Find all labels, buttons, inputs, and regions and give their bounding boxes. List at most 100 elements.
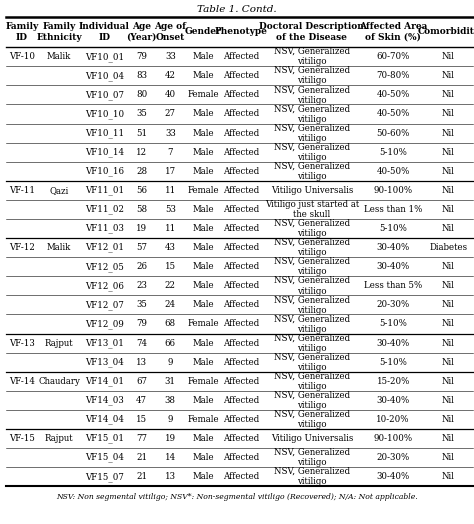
Text: Female: Female — [187, 90, 219, 100]
Text: Nil: Nil — [442, 358, 455, 367]
Text: 58: 58 — [136, 205, 147, 214]
Text: 5-10%: 5-10% — [379, 148, 407, 157]
Text: Nil: Nil — [442, 186, 455, 195]
Text: NSV, Generalized
vitiligo: NSV, Generalized vitiligo — [274, 410, 350, 429]
Text: 35: 35 — [137, 110, 147, 118]
Text: NSV, Generalized
vitiligo: NSV, Generalized vitiligo — [274, 104, 350, 124]
Text: Male: Male — [192, 396, 214, 405]
Text: 24: 24 — [165, 300, 176, 309]
Text: Male: Male — [192, 148, 214, 157]
Text: Affected: Affected — [223, 415, 259, 424]
Text: NSV, Generalized
vitiligo: NSV, Generalized vitiligo — [274, 391, 350, 410]
Text: Affected: Affected — [223, 281, 259, 290]
Text: Affected: Affected — [223, 339, 259, 347]
Text: 27: 27 — [165, 110, 176, 118]
Text: NSV, Generalized
vitiligo: NSV, Generalized vitiligo — [274, 161, 350, 181]
Text: 15-20%: 15-20% — [376, 377, 410, 386]
Text: 12: 12 — [136, 148, 147, 157]
Text: 31: 31 — [165, 377, 176, 386]
Text: Nil: Nil — [442, 71, 455, 80]
Text: VF12_01: VF12_01 — [85, 243, 124, 253]
Text: 40: 40 — [165, 90, 176, 100]
Text: Nil: Nil — [442, 300, 455, 309]
Text: VF10_16: VF10_16 — [85, 167, 124, 176]
Text: Nil: Nil — [442, 453, 455, 462]
Text: NSV, Generalized
vitiligo: NSV, Generalized vitiligo — [274, 257, 350, 277]
Text: 35: 35 — [137, 300, 147, 309]
Text: Nil: Nil — [442, 415, 455, 424]
Text: VF15_04: VF15_04 — [85, 453, 124, 463]
Text: 67: 67 — [136, 377, 147, 386]
Text: NSV, Generalized
vitiligo: NSV, Generalized vitiligo — [274, 238, 350, 257]
Text: 53: 53 — [165, 205, 176, 214]
Text: 77: 77 — [136, 434, 147, 443]
Text: Nil: Nil — [442, 148, 455, 157]
Text: NSV, Generalized
vitiligo: NSV, Generalized vitiligo — [274, 448, 350, 467]
Text: NSV, Generalized
vitiligo: NSV, Generalized vitiligo — [274, 295, 350, 314]
Text: Affected: Affected — [223, 167, 259, 176]
Text: Female: Female — [187, 377, 219, 386]
Text: VF-11: VF-11 — [9, 186, 35, 195]
Text: VF15_07: VF15_07 — [85, 472, 124, 482]
Text: Individual
ID: Individual ID — [79, 22, 130, 42]
Text: Male: Male — [192, 128, 214, 138]
Text: VF14_01: VF14_01 — [85, 376, 124, 386]
Text: Male: Male — [192, 281, 214, 290]
Text: 21: 21 — [136, 453, 147, 462]
Text: NSV, Generalized
vitiligo: NSV, Generalized vitiligo — [274, 143, 350, 162]
Text: Phenotype: Phenotype — [215, 27, 267, 37]
Text: VF10_11: VF10_11 — [85, 128, 124, 138]
Text: 10-20%: 10-20% — [376, 415, 410, 424]
Text: 40-50%: 40-50% — [376, 110, 410, 118]
Text: Male: Male — [192, 434, 214, 443]
Text: Nil: Nil — [442, 110, 455, 118]
Text: Nil: Nil — [442, 339, 455, 347]
Text: Age
(Year): Age (Year) — [127, 22, 157, 42]
Text: Female: Female — [187, 320, 219, 329]
Text: Affected: Affected — [223, 71, 259, 80]
Text: Affected: Affected — [223, 148, 259, 157]
Text: Affected: Affected — [223, 110, 259, 118]
Text: Nil: Nil — [442, 205, 455, 214]
Text: Qazi: Qazi — [50, 186, 69, 195]
Text: Nil: Nil — [442, 90, 455, 100]
Text: VF14_03: VF14_03 — [85, 396, 124, 405]
Text: Nil: Nil — [442, 377, 455, 386]
Text: Less than 1%: Less than 1% — [364, 205, 422, 214]
Text: Nil: Nil — [442, 281, 455, 290]
Text: Male: Male — [192, 167, 214, 176]
Text: 66: 66 — [165, 339, 176, 347]
Text: NSV: Non segmental vitiligo; NSV*: Non-segmental vitiligo (Recovered); N/A: Not : NSV: Non segmental vitiligo; NSV*: Non-s… — [56, 493, 418, 500]
Text: Male: Male — [192, 472, 214, 481]
Text: Nil: Nil — [442, 52, 455, 61]
Text: VF12_06: VF12_06 — [85, 281, 124, 291]
Text: Rajput: Rajput — [45, 339, 73, 347]
Text: NSV, Generalized
vitiligo: NSV, Generalized vitiligo — [274, 66, 350, 85]
Text: Affected: Affected — [223, 434, 259, 443]
Text: 30-40%: 30-40% — [376, 339, 410, 347]
Text: VF10_10: VF10_10 — [85, 109, 124, 119]
Text: 28: 28 — [136, 167, 147, 176]
Text: Female: Female — [187, 415, 219, 424]
Text: NSV, Generalized
vitiligo: NSV, Generalized vitiligo — [274, 372, 350, 391]
Text: Nil: Nil — [442, 472, 455, 481]
Text: Affected: Affected — [223, 224, 259, 233]
Text: NSV, Generalized
vitiligo: NSV, Generalized vitiligo — [274, 314, 350, 334]
Text: Nil: Nil — [442, 320, 455, 329]
Text: 43: 43 — [165, 243, 176, 252]
Text: 21: 21 — [136, 472, 147, 481]
Text: Male: Male — [192, 224, 214, 233]
Text: 5-10%: 5-10% — [379, 224, 407, 233]
Text: Male: Male — [192, 358, 214, 367]
Text: VF15_01: VF15_01 — [85, 434, 124, 443]
Text: Affected: Affected — [223, 128, 259, 138]
Text: 79: 79 — [136, 52, 147, 61]
Text: Nil: Nil — [442, 434, 455, 443]
Text: Affected: Affected — [223, 472, 259, 481]
Text: 22: 22 — [165, 281, 176, 290]
Text: VF13_04: VF13_04 — [85, 357, 124, 367]
Text: Affected: Affected — [223, 90, 259, 100]
Text: 9: 9 — [167, 358, 173, 367]
Text: 23: 23 — [137, 281, 147, 290]
Text: Malik: Malik — [47, 243, 72, 252]
